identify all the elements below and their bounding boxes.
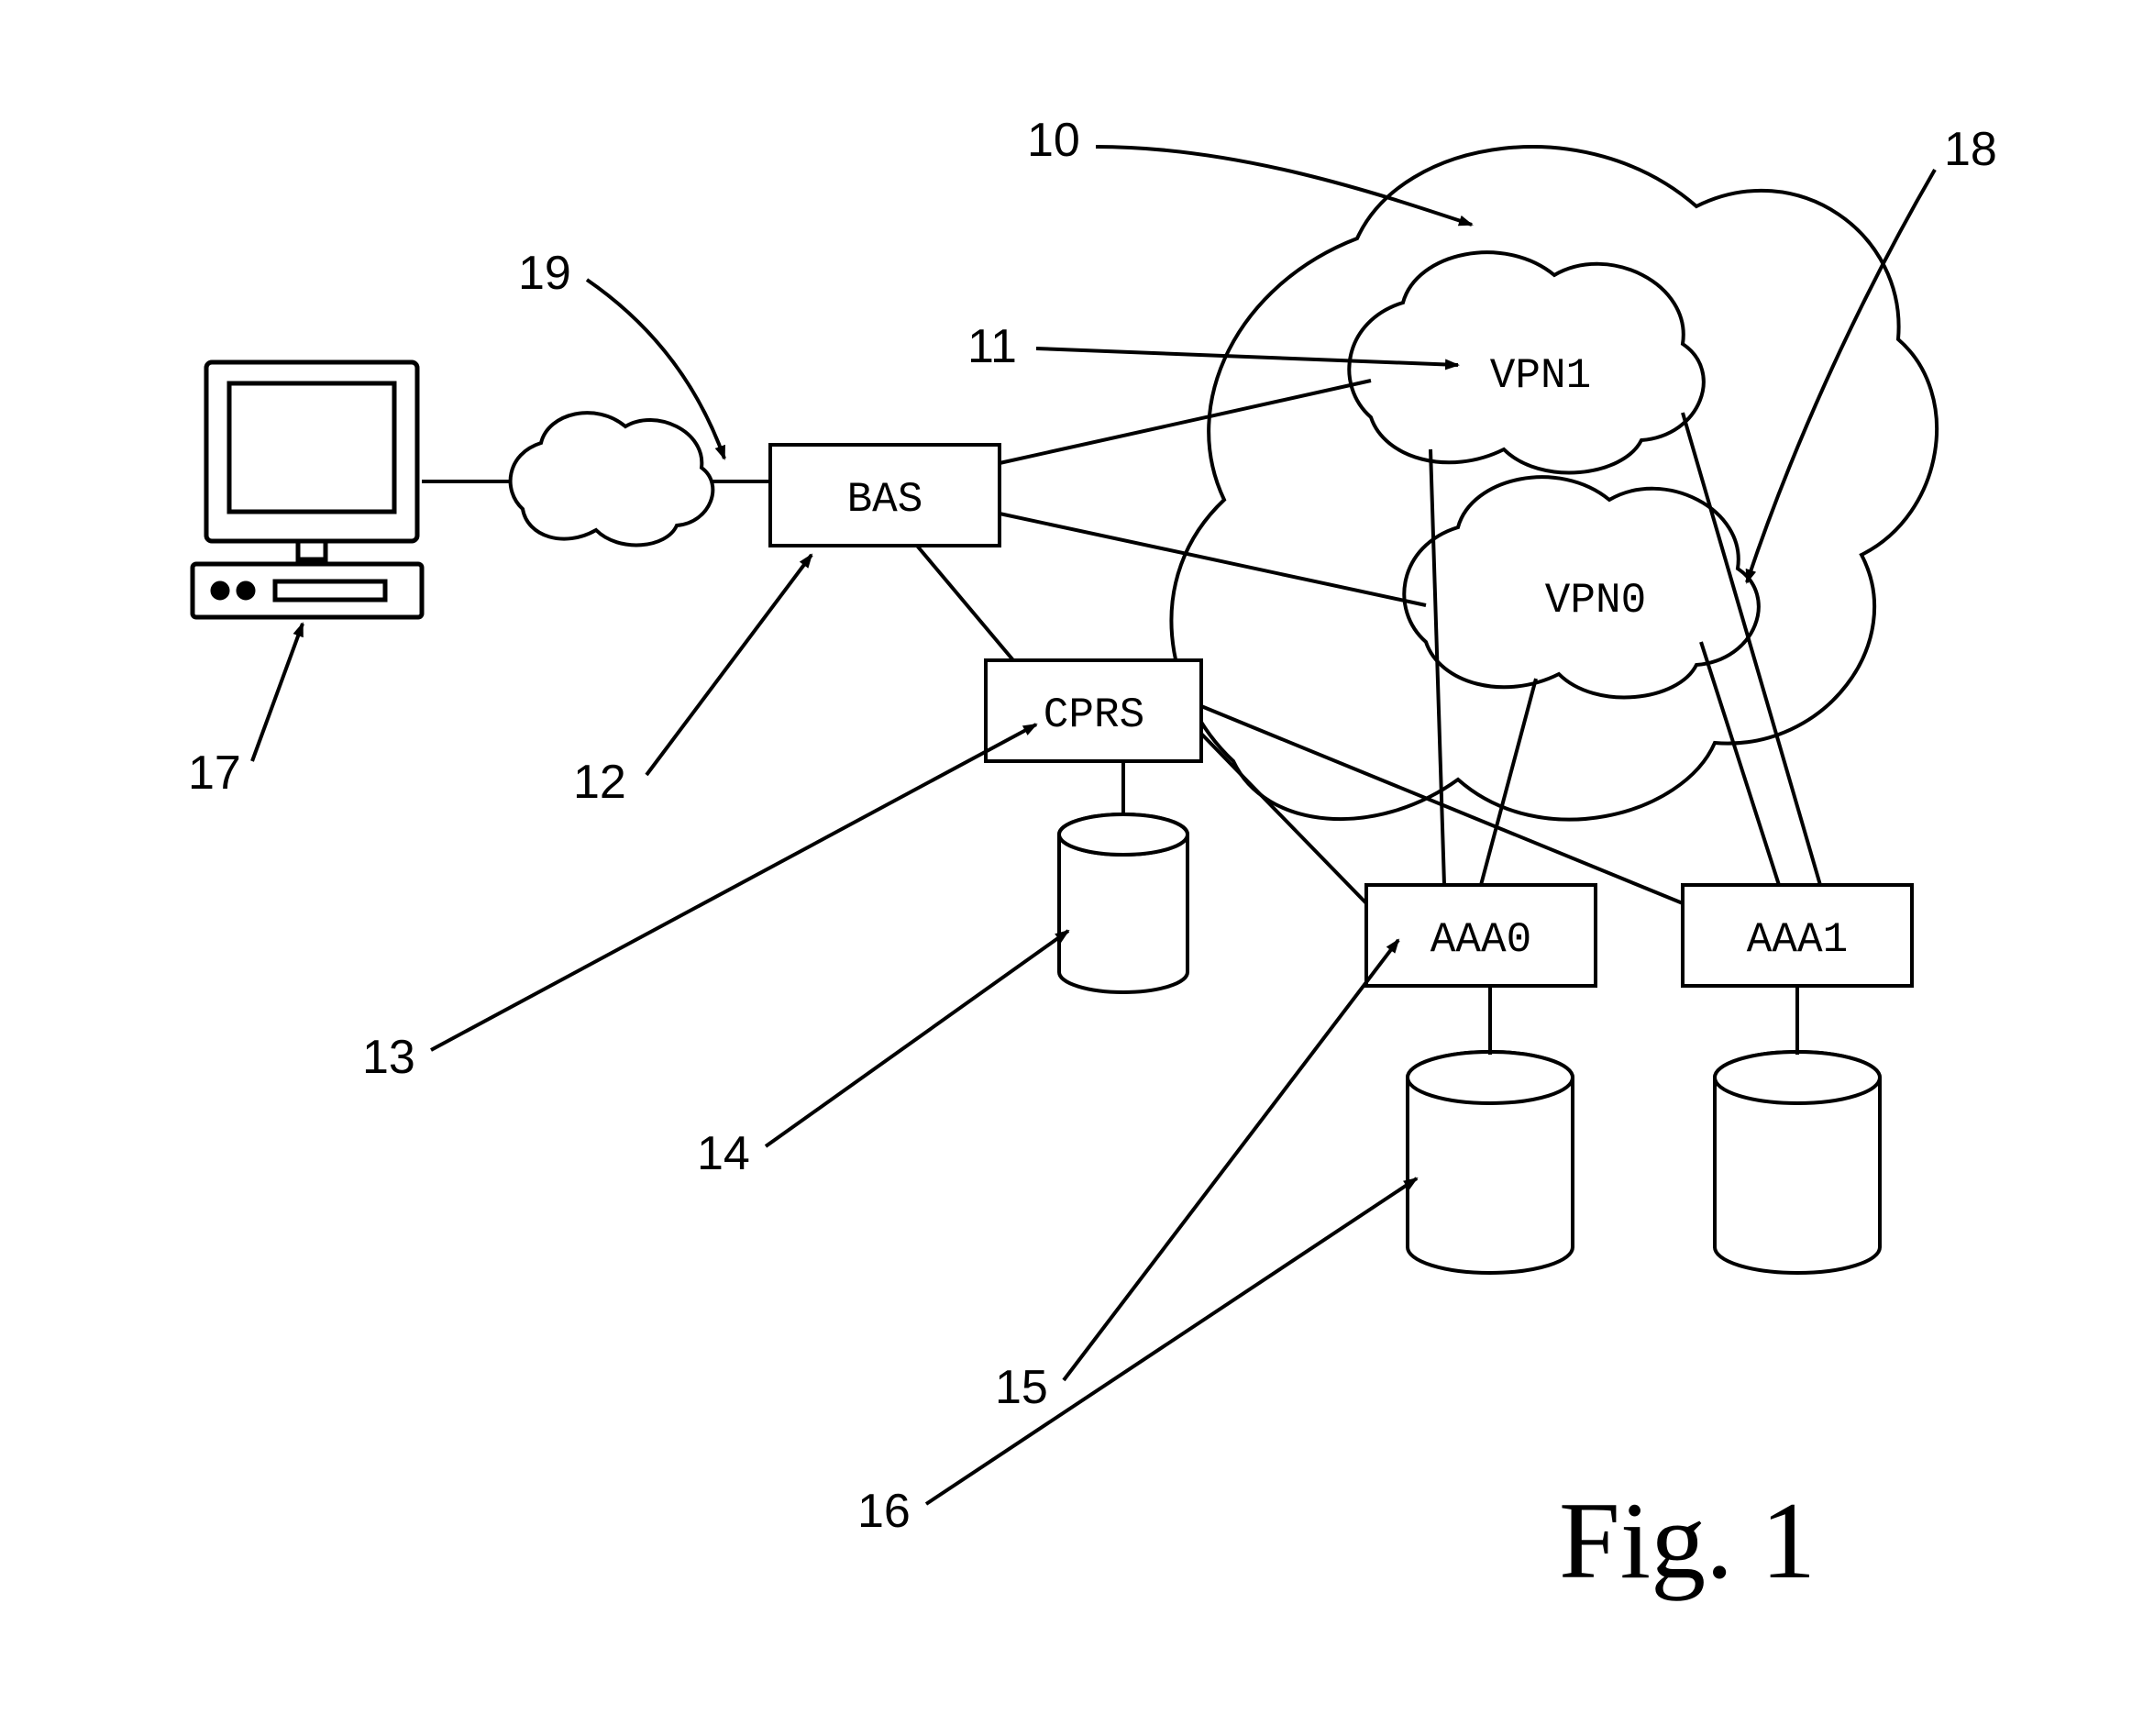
aaa1-label: AAA1 bbox=[1747, 916, 1848, 964]
figure-caption: Fig. 1 bbox=[1559, 1479, 1816, 1601]
aaa0-db bbox=[1408, 1052, 1573, 1273]
vpn0-label: VPN0 bbox=[1545, 577, 1646, 625]
ref-19: 19 bbox=[518, 247, 571, 300]
ref-16: 16 bbox=[857, 1485, 911, 1538]
vpn1-label: VPN1 bbox=[1490, 352, 1591, 400]
bas-label: BAS bbox=[847, 476, 923, 524]
aaa0-label: AAA0 bbox=[1431, 916, 1531, 964]
ref-12: 12 bbox=[573, 756, 626, 809]
computer-icon bbox=[193, 362, 422, 617]
ref-17: 17 bbox=[188, 746, 241, 800]
cprs-db bbox=[1059, 814, 1187, 992]
access-cloud bbox=[511, 413, 713, 545]
ref-13: 13 bbox=[362, 1031, 415, 1084]
network-diagram: VPN1 VPN0 BAS CPRS AAA0 AAA1 10 bbox=[0, 0, 2143, 1736]
ref-10: 10 bbox=[1027, 114, 1080, 167]
ref-15: 15 bbox=[995, 1361, 1048, 1414]
ref-11: 11 bbox=[967, 320, 1017, 373]
ref-14: 14 bbox=[697, 1127, 750, 1180]
ref-18: 18 bbox=[1944, 123, 1997, 176]
aaa1-db bbox=[1715, 1052, 1880, 1273]
cprs-label: CPRS bbox=[1044, 691, 1144, 739]
